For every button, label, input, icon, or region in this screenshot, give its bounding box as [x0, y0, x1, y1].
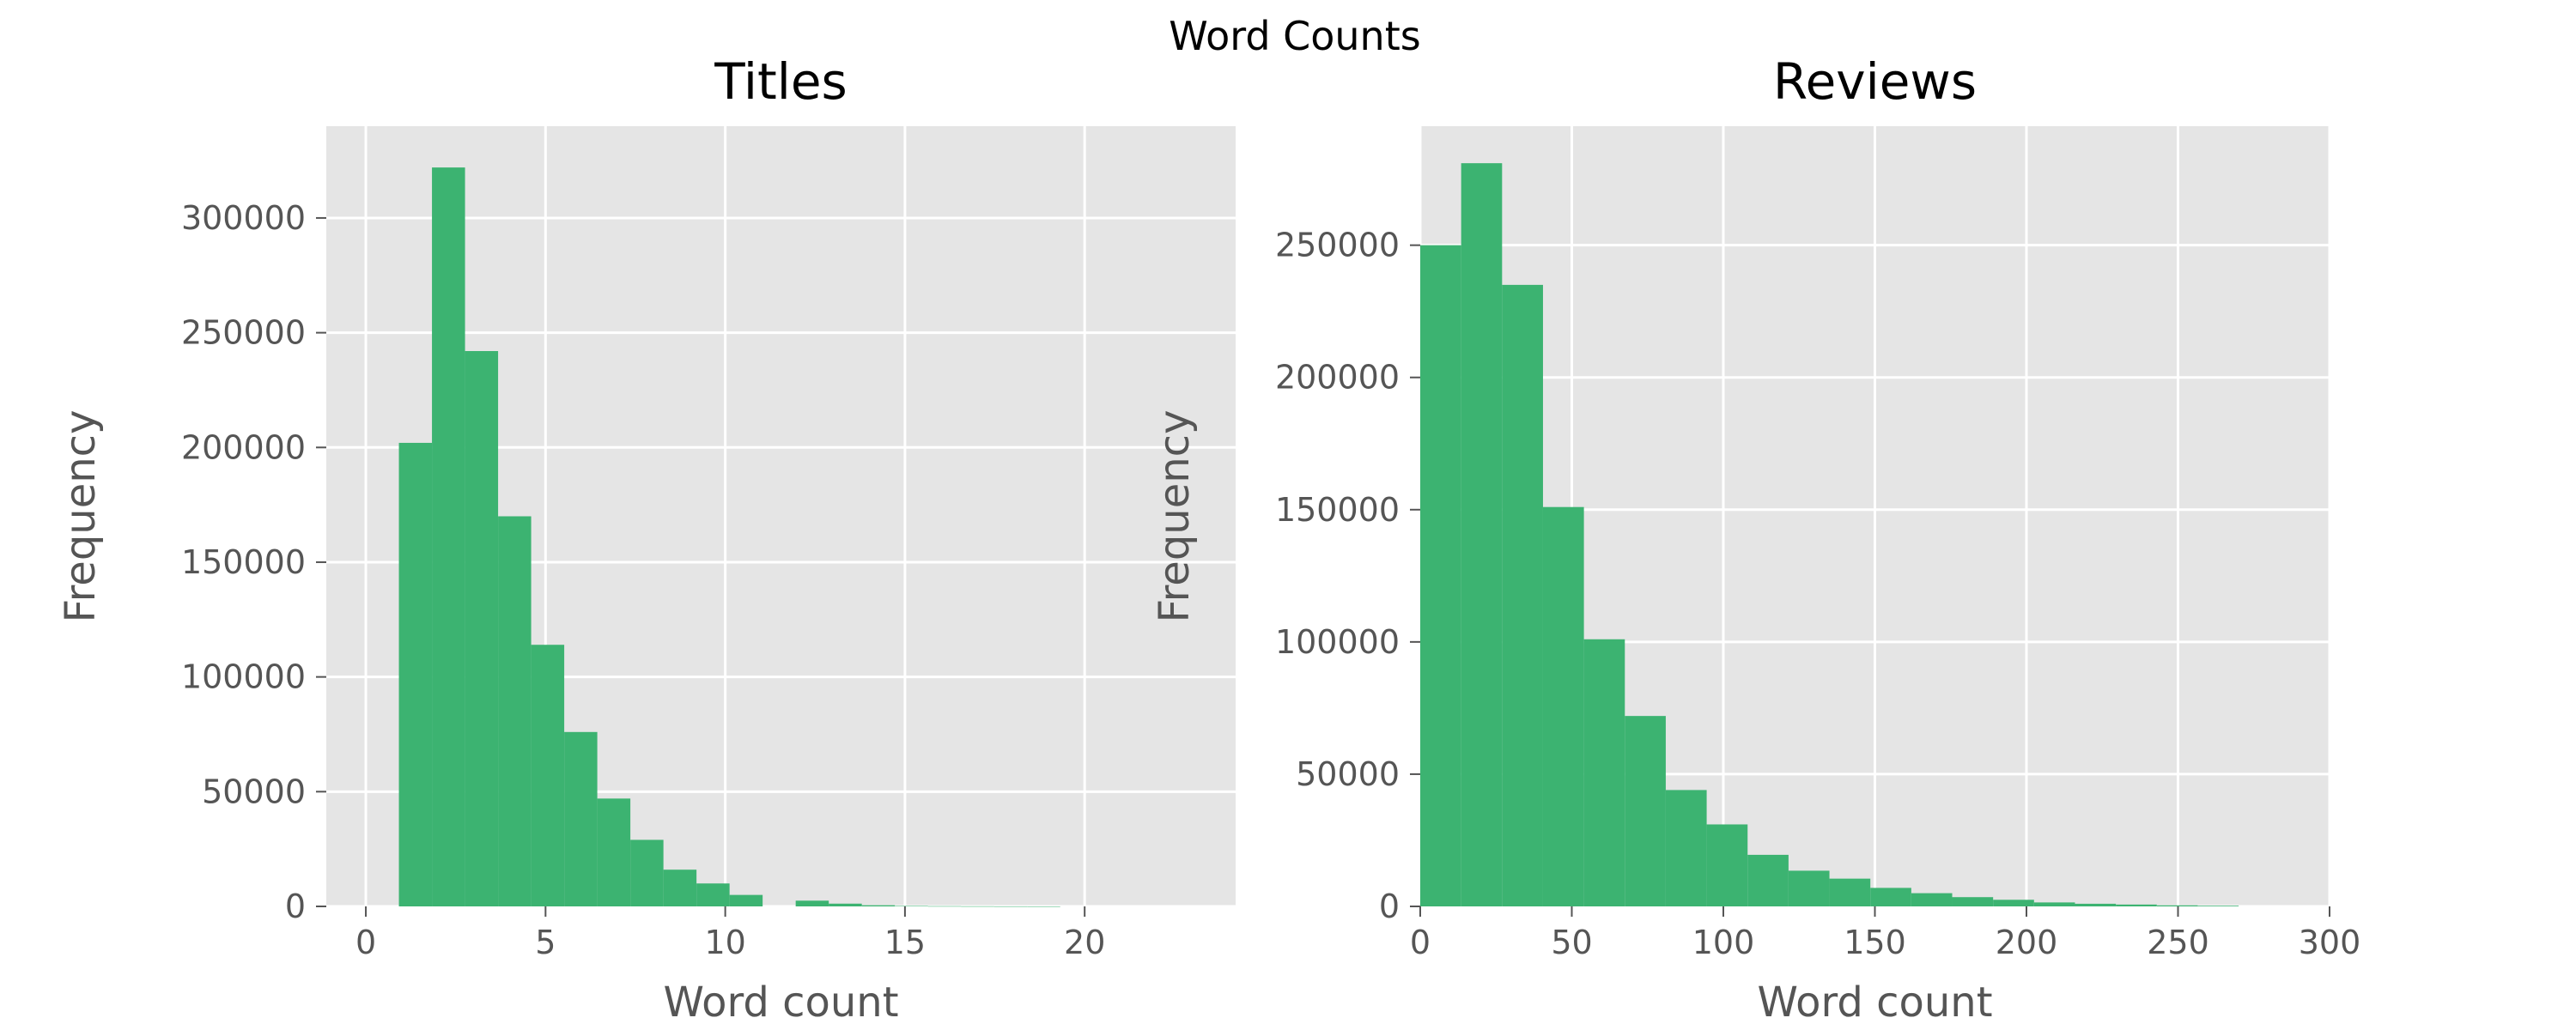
- reviews-histogram-bar-17: [2075, 903, 2117, 906]
- reviews-y-tick-label: 200000: [1275, 359, 1400, 397]
- reviews-histogram-bar-9: [1747, 854, 1789, 906]
- reviews-histogram-bar-15: [1993, 900, 2034, 906]
- reviews-x-tick-label: 100: [1692, 924, 1755, 961]
- titles-histogram-bar-19: [993, 906, 1028, 907]
- reviews-x-tick-label: 200: [1996, 924, 2058, 961]
- titles-histogram-bar-8: [630, 839, 664, 906]
- titles-x-tick-label: 0: [355, 924, 376, 961]
- reviews-x-axis-label: Word count: [1757, 978, 1992, 1027]
- reviews-histogram-bar-5: [1583, 639, 1625, 906]
- figure-suptitle: Word Counts: [1169, 13, 1420, 59]
- titles-x-tick-label: 10: [704, 924, 745, 961]
- reviews-histogram-bar-6: [1625, 716, 1666, 906]
- reviews-panel-title: Reviews: [1773, 52, 1977, 111]
- titles-histogram-bar-5: [531, 645, 565, 906]
- reviews-histogram-bar-3: [1502, 284, 1543, 906]
- titles-histogram-bar-20: [1027, 906, 1060, 907]
- titles-x-tick-label: 15: [884, 924, 926, 961]
- reviews-x-tick-label: 50: [1551, 924, 1592, 961]
- reviews-y-tick-label: 150000: [1275, 491, 1400, 529]
- titles-y-tick-label: 300000: [181, 199, 306, 237]
- titles-y-tick-label: 150000: [181, 543, 306, 581]
- titles-histogram-bar-18: [961, 906, 994, 907]
- titles-histogram-bar-7: [597, 798, 631, 906]
- reviews-y-tick-label: 50000: [1296, 755, 1400, 793]
- titles-histogram-bar-9: [663, 869, 697, 906]
- titles-y-tick-label: 250000: [181, 314, 306, 352]
- titles-y-axis-label: Frequency: [57, 410, 105, 623]
- reviews-x-tick-label: 250: [2147, 924, 2209, 961]
- titles-histogram-bar-14: [829, 903, 862, 906]
- titles-histogram-bar-2: [432, 167, 465, 906]
- reviews-histogram-bar-16: [2033, 902, 2075, 906]
- reviews-histogram-bar-8: [1706, 824, 1748, 906]
- reviews-x-tick-label: 0: [1410, 924, 1431, 961]
- reviews-x-tick-label: 150: [1844, 924, 1906, 961]
- reviews-histogram-bar-7: [1665, 790, 1707, 906]
- titles-histogram-panel: 0 5 10 15 20 0 50000 100000 150000 200000 250000 30…: [57, 52, 1236, 1027]
- titles-histogram-bar-17: [927, 906, 962, 907]
- reviews-histogram-bar-12: [1870, 888, 1911, 906]
- reviews-histogram-bar-13: [1911, 893, 1953, 906]
- titles-histogram-bar-4: [498, 516, 532, 906]
- titles-y-tick-label: 0: [285, 888, 306, 925]
- titles-histogram-bar-13: [795, 900, 829, 906]
- reviews-histogram-bar-2: [1461, 163, 1503, 906]
- titles-histogram-bar-1: [398, 442, 433, 906]
- titles-y-tick-label: 200000: [181, 428, 306, 466]
- reviews-y-tick-label: 250000: [1275, 227, 1400, 264]
- reviews-histogram-bar-14: [1952, 897, 1994, 906]
- titles-y-tick-label: 50000: [202, 772, 306, 810]
- titles-x-tick-label: 5: [535, 924, 556, 961]
- reviews-y-tick-label: 100000: [1275, 623, 1400, 661]
- titles-histogram-bar-11: [729, 894, 763, 906]
- reviews-histogram-bar-11: [1829, 878, 1871, 906]
- reviews-y-tick-label: 0: [1379, 888, 1400, 925]
- titles-histogram-bar-6: [564, 731, 598, 906]
- reviews-histogram-bar-18: [2116, 904, 2157, 906]
- reviews-histogram-bar-1: [1420, 245, 1461, 906]
- reviews-histogram-panel: 0 50 100 150 200 250 300 0 50000 100000 150000 2000…: [1151, 52, 2360, 1027]
- reviews-x-tick-label: 300: [2299, 924, 2361, 961]
- reviews-histogram-bar-10: [1788, 870, 1830, 906]
- titles-y-tick-label: 100000: [181, 658, 306, 696]
- titles-x-tick-label: 20: [1064, 924, 1105, 961]
- titles-histogram-bar-10: [696, 883, 730, 906]
- reviews-histogram-bar-4: [1542, 506, 1584, 906]
- reviews-y-axis-label: Frequency: [1151, 410, 1199, 623]
- titles-histogram-bar-3: [465, 351, 499, 907]
- titles-panel-title: Titles: [714, 52, 848, 111]
- titles-x-axis-label: Word count: [663, 978, 898, 1027]
